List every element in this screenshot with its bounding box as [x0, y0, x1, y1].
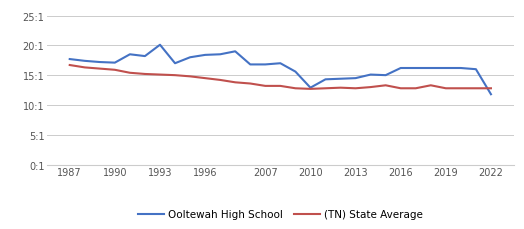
Ooltewah High School — [443, 67, 449, 70]
Ooltewah High School — [322, 79, 329, 81]
Ooltewah High School — [157, 44, 163, 47]
Ooltewah High School — [367, 74, 374, 77]
Ooltewah High School — [292, 71, 299, 74]
Ooltewah High School — [337, 78, 344, 81]
(TN) State Average — [96, 68, 103, 71]
Ooltewah High School — [112, 62, 118, 65]
(TN) State Average — [277, 85, 283, 88]
(TN) State Average — [488, 87, 494, 90]
Ooltewah High School — [217, 54, 223, 56]
Ooltewah High School — [67, 58, 73, 61]
Ooltewah High School — [187, 57, 193, 59]
Ooltewah High School — [458, 67, 464, 70]
(TN) State Average — [458, 87, 464, 90]
(TN) State Average — [443, 87, 449, 90]
(TN) State Average — [262, 85, 268, 88]
(TN) State Average — [112, 69, 118, 72]
(TN) State Average — [217, 79, 223, 82]
Ooltewah High School — [488, 93, 494, 96]
(TN) State Average — [353, 87, 359, 90]
Ooltewah High School — [473, 68, 479, 71]
(TN) State Average — [398, 87, 404, 90]
Ooltewah High School — [96, 61, 103, 64]
(TN) State Average — [157, 74, 163, 77]
(TN) State Average — [172, 74, 178, 77]
(TN) State Average — [322, 87, 329, 90]
(TN) State Average — [473, 87, 479, 90]
Ooltewah High School — [307, 87, 313, 90]
Line: (TN) State Average: (TN) State Average — [70, 66, 491, 90]
Ooltewah High School — [428, 67, 434, 70]
(TN) State Average — [187, 76, 193, 78]
Ooltewah High School — [127, 54, 133, 56]
Ooltewah High School — [142, 55, 148, 58]
Ooltewah High School — [232, 51, 238, 53]
(TN) State Average — [428, 85, 434, 87]
(TN) State Average — [412, 87, 419, 90]
Ooltewah High School — [82, 60, 88, 63]
(TN) State Average — [67, 64, 73, 67]
Legend: Ooltewah High School, (TN) State Average: Ooltewah High School, (TN) State Average — [134, 205, 427, 224]
Line: Ooltewah High School: Ooltewah High School — [70, 46, 491, 95]
(TN) State Average — [247, 83, 254, 85]
(TN) State Average — [82, 67, 88, 69]
(TN) State Average — [127, 72, 133, 75]
Ooltewah High School — [398, 67, 404, 70]
Ooltewah High School — [202, 54, 208, 57]
Ooltewah High School — [262, 64, 268, 66]
Ooltewah High School — [247, 64, 254, 66]
(TN) State Average — [292, 87, 299, 90]
Ooltewah High School — [353, 77, 359, 80]
(TN) State Average — [383, 85, 389, 87]
(TN) State Average — [232, 82, 238, 84]
(TN) State Average — [367, 86, 374, 89]
Ooltewah High School — [277, 63, 283, 65]
Ooltewah High School — [383, 74, 389, 77]
(TN) State Average — [337, 87, 344, 90]
(TN) State Average — [307, 88, 313, 91]
Ooltewah High School — [412, 67, 419, 70]
Ooltewah High School — [172, 63, 178, 65]
(TN) State Average — [142, 73, 148, 76]
(TN) State Average — [202, 77, 208, 80]
